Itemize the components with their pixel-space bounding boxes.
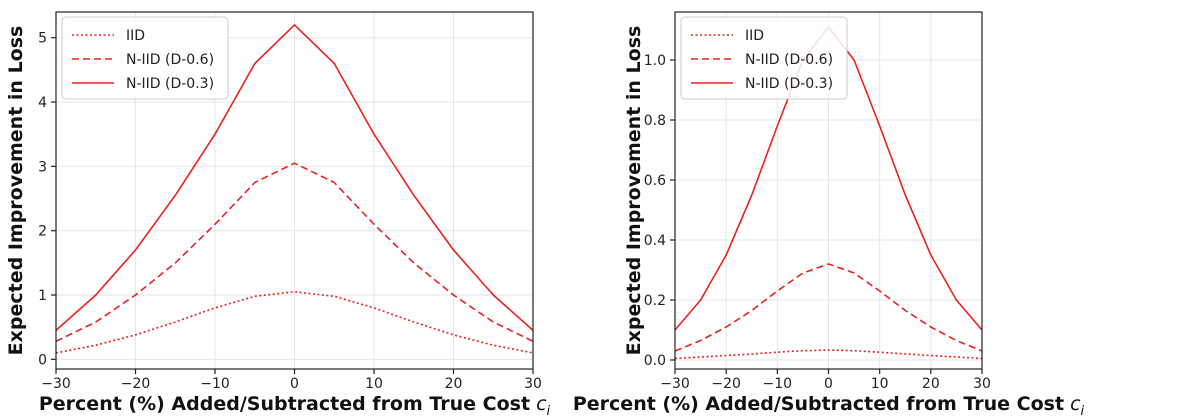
y-tick-label: 0.0 [644,353,666,369]
legend: IID N-IID (D-0.6) N-IID (D-0.3) [61,16,229,100]
x-tick-label: −20 [711,376,741,392]
x-axis-label: Percent (%) Added/Subtracted from True C… [39,393,551,418]
x-tick-label: 20 [922,376,940,392]
x-axis-label-text: Percent (%) Added/Subtracted from True C… [573,393,1064,415]
x-tick-label: −30 [660,376,690,392]
series-line-n-iid-d-0-6- [55,162,534,343]
y-axis-label: Expected Improvement in Loss [623,26,645,356]
y-tick-label: 0.8 [644,113,666,129]
x-tick-label: −30 [41,376,71,392]
chart-panel-2: −30 −20 −10 0 10 20 30 0.0 0.2 0.4 0.6 0.8 1.0 Percen… [573,11,1085,418]
x-axis-label: Percent (%) Added/Subtracted from True C… [573,393,1085,418]
x-tick-label: 10 [871,376,889,392]
y-tick-label: 5 [38,31,47,47]
legend-box [61,16,229,100]
legend-label: N-IID (D-0.6) [126,52,214,68]
y-tick-label: 2 [38,224,47,240]
x-tick-label: 10 [365,376,383,392]
legend: IID N-IID (D-0.6) N-IID (D-0.3) [680,16,848,100]
x-axis-label-subscript: i [547,404,551,418]
x-tick-label: −20 [121,376,151,392]
series-line-iid [55,290,534,354]
x-tick-label: 0 [824,376,833,392]
x-axis-label-symbol: c [536,393,547,415]
x-tick-label: 0 [290,376,299,392]
y-tick-label: 1.0 [644,53,666,69]
y-axis-label: Expected Improvement in Loss [5,26,27,356]
legend-label: N-IID (D-0.6) [745,52,833,68]
legend-label: IID [745,28,764,44]
series-line-n-iid-d-0-6- [674,263,983,352]
x-tick-label: 20 [445,376,463,392]
x-tick-label: 30 [524,376,542,392]
x-axis-label-subscript: i [1081,404,1085,418]
x-tick-label: −10 [763,376,793,392]
legend-label: N-IID (D-0.3) [126,76,214,92]
legend-label: N-IID (D-0.3) [745,76,833,92]
legend-box [680,16,848,100]
x-tick-label: 30 [973,376,991,392]
y-tick-label: 3 [38,159,47,175]
y-tick-label: 0 [38,352,47,368]
x-tick-label: −10 [200,376,230,392]
y-tick-label: 0.4 [644,233,666,249]
y-tick-label: 0.6 [644,173,666,189]
chart-panel-1: −30 −20 −10 0 10 20 30 0 1 2 3 4 5 Percent (%) Added/… [5,11,551,418]
y-tick-label: 4 [38,95,47,111]
y-tick-label: 0.2 [644,293,666,309]
series-line-n-iid-d-0-3- [55,24,534,331]
y-tick-label: 1 [38,288,47,304]
x-axis-label-text: Percent (%) Added/Subtracted from True C… [39,393,530,415]
x-axis-label-symbol: c [1070,393,1081,415]
series-line-iid [674,349,983,360]
legend-label: IID [126,28,145,44]
